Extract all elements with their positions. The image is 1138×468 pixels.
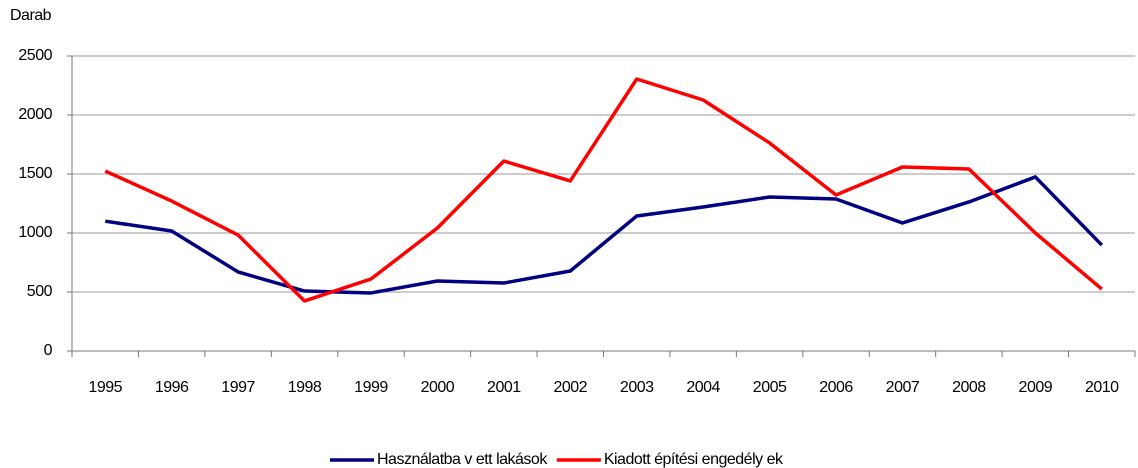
x-tick-label: 2001	[487, 379, 521, 396]
x-tick-label: 2010	[1085, 379, 1119, 396]
y-tick-label: 1500	[18, 165, 52, 182]
x-tick-label: 2004	[686, 379, 720, 396]
y-tick-label: 1000	[18, 224, 52, 241]
x-tick-label: 2008	[952, 379, 986, 396]
x-tick-label: 1998	[288, 379, 322, 396]
x-tick-label: 1997	[221, 379, 255, 396]
x-tick-label: 1995	[88, 379, 122, 396]
y-axis-label: Darab	[10, 7, 52, 24]
x-tick-label: 2007	[886, 379, 920, 396]
x-tick-label: 2005	[753, 379, 787, 396]
y-tick-label: 0	[44, 342, 53, 359]
x-tick-label: 2000	[421, 379, 455, 396]
legend-label: Használatba v ett lakások	[377, 451, 548, 468]
x-tick-label: 1999	[354, 379, 388, 396]
series-line	[104, 77, 1103, 303]
y-tick-label: 500	[27, 283, 53, 300]
legend-label: Kiadott építési engedély ek	[604, 451, 784, 468]
x-tick-label: 2009	[1019, 379, 1053, 396]
y-tick-label: 2000	[18, 106, 52, 123]
x-tick-label: 1996	[155, 379, 189, 396]
series-line	[104, 175, 1104, 295]
x-tick-label: 2006	[819, 379, 853, 396]
x-tick-label: 2002	[553, 379, 587, 396]
y-tick-label: 2500	[18, 47, 52, 64]
x-tick-label: 2003	[620, 379, 654, 396]
